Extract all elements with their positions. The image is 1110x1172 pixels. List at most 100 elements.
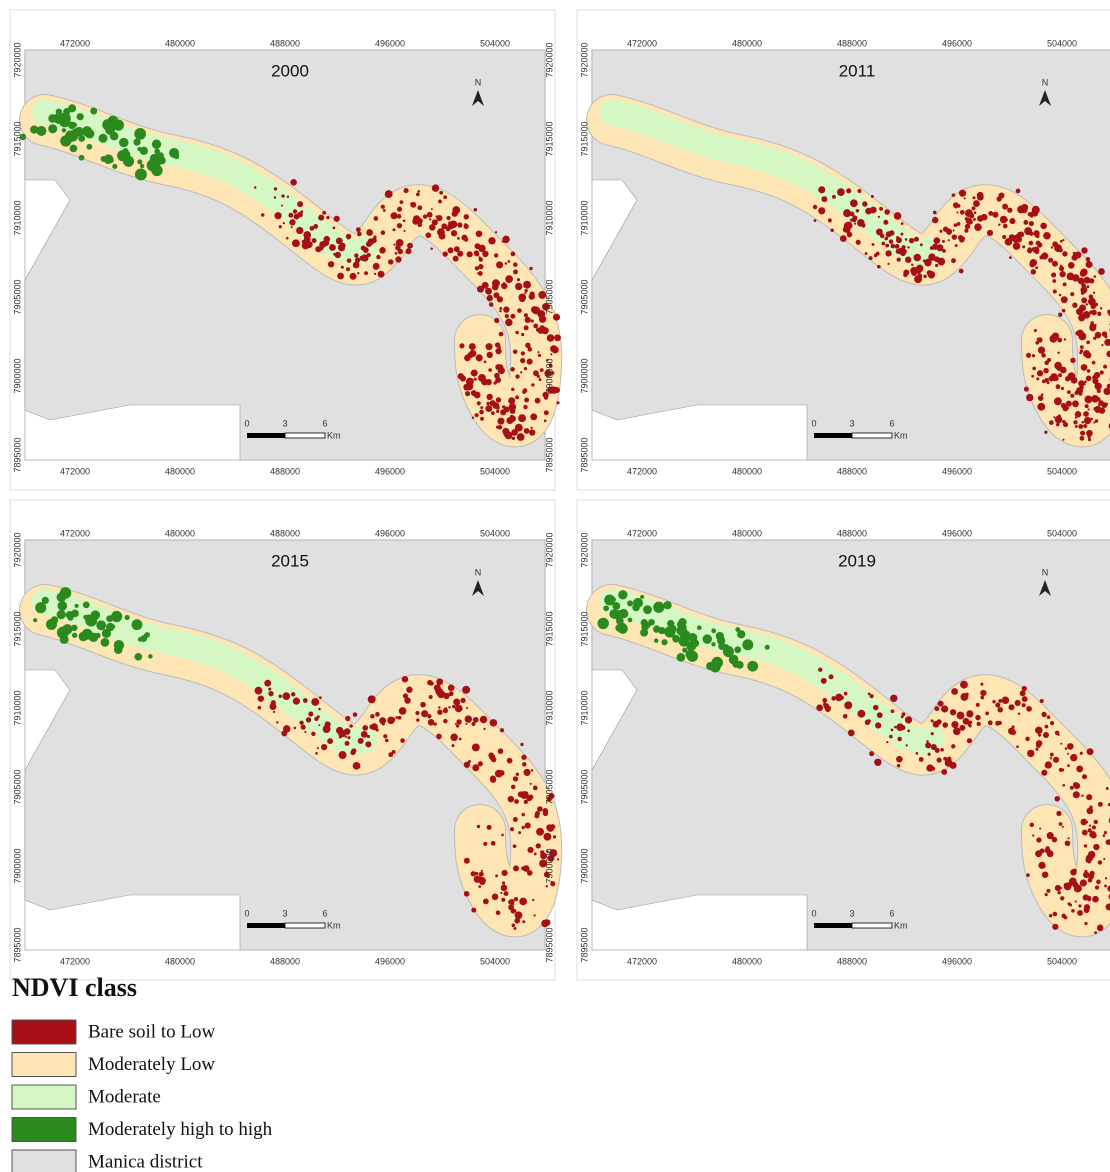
- bare-soil: [1085, 858, 1090, 863]
- bare-soil: [465, 382, 474, 391]
- scale-bar: [851, 922, 893, 929]
- bare-soil: [875, 228, 883, 236]
- bare-soil: [480, 416, 485, 421]
- bare-soil: [543, 410, 549, 416]
- bare-soil: [915, 752, 919, 755]
- bare-soil: [316, 715, 320, 719]
- bare-soil: [904, 716, 913, 724]
- bare-soil: [816, 704, 824, 712]
- bare-soil: [1023, 220, 1029, 225]
- bare-soil: [544, 919, 551, 926]
- high-veg: [137, 159, 143, 165]
- bare-soil: [842, 226, 849, 233]
- bare-soil: [497, 417, 505, 425]
- bare-soil: [548, 363, 553, 368]
- bare-soil: [835, 693, 843, 702]
- bare-soil: [371, 237, 377, 244]
- bare-soil: [926, 270, 933, 276]
- high-veg: [609, 609, 620, 619]
- x-tick-label: 504000: [480, 956, 510, 966]
- bare-soil: [527, 846, 534, 854]
- bare-soil: [364, 271, 368, 276]
- high-veg: [69, 144, 78, 153]
- high-veg: [616, 617, 624, 625]
- bare-soil: [1070, 292, 1075, 297]
- bare-soil: [282, 222, 285, 225]
- map-panel: 2019 472000 472000 480000 480000 488000 488000…: [576, 499, 1110, 981]
- bare-soil: [506, 757, 513, 764]
- bare-soil: [925, 742, 932, 749]
- bare-soil: [496, 425, 500, 429]
- bare-soil: [1084, 380, 1087, 384]
- bare-soil: [547, 854, 555, 862]
- bare-soil: [885, 252, 889, 256]
- bare-soil: [960, 236, 965, 241]
- bare-soil: [1068, 903, 1072, 907]
- bare-soil: [421, 710, 429, 718]
- bare-soil: [1086, 794, 1093, 801]
- high-veg: [110, 624, 116, 630]
- bare-soil: [1060, 886, 1063, 890]
- high-veg: [711, 642, 716, 647]
- bare-soil: [1087, 850, 1096, 859]
- high-veg: [157, 156, 166, 165]
- bare-soil: [1044, 847, 1051, 854]
- bare-soil: [309, 227, 313, 230]
- bare-soil: [1093, 407, 1097, 411]
- bare-soil: [531, 383, 535, 387]
- bare-soil: [831, 194, 836, 199]
- y-tick-label: 7895000: [579, 927, 589, 962]
- x-tick-label: 472000: [60, 956, 90, 966]
- legend-swatch: [11, 1019, 77, 1045]
- bare-soil: [866, 719, 871, 724]
- bare-soil: [1026, 393, 1034, 402]
- bare-soil: [1070, 357, 1076, 364]
- bare-soil: [447, 223, 454, 230]
- bare-soil: [1049, 420, 1054, 425]
- bare-soil: [839, 235, 847, 242]
- x-tick-label: 472000: [60, 38, 90, 48]
- high-veg: [48, 114, 57, 123]
- bare-soil: [914, 275, 922, 284]
- bare-soil: [1059, 264, 1063, 267]
- bare-soil: [1093, 371, 1101, 379]
- bare-soil: [494, 231, 498, 234]
- bare-soil: [901, 245, 906, 250]
- bare-soil: [545, 885, 549, 888]
- bare-soil: [1040, 393, 1044, 396]
- bare-soil: [319, 696, 322, 700]
- bare-soil: [1080, 818, 1088, 826]
- bare-soil: [870, 195, 874, 199]
- bare-soil: [884, 236, 889, 241]
- bare-soil: [521, 812, 525, 817]
- bare-soil: [1067, 262, 1075, 269]
- bare-soil: [1076, 765, 1084, 773]
- bare-soil: [417, 205, 423, 211]
- bare-soil: [436, 733, 442, 740]
- bare-soil: [438, 706, 441, 709]
- bare-soil: [501, 897, 506, 902]
- high-veg: [676, 653, 686, 662]
- bare-soil: [362, 247, 369, 253]
- bare-soil: [1096, 879, 1101, 885]
- bare-soil: [391, 749, 396, 754]
- bare-soil: [385, 738, 389, 743]
- y-tick-label: 7895000: [579, 437, 589, 472]
- bare-soil: [501, 282, 508, 290]
- bare-soil: [947, 239, 950, 242]
- y-tick-label: 7915000: [12, 121, 22, 156]
- bare-soil: [268, 691, 274, 697]
- bare-soil: [513, 269, 518, 275]
- bare-soil: [451, 744, 455, 748]
- bare-soil: [293, 213, 300, 220]
- scale-unit: Km: [327, 430, 341, 440]
- bare-soil: [1049, 721, 1055, 726]
- panel-title: 2019: [838, 551, 876, 570]
- bare-soil: [542, 303, 550, 311]
- bare-soil: [384, 190, 393, 199]
- bare-soil: [1012, 242, 1021, 250]
- scale-label: 0: [811, 908, 816, 918]
- bare-soil: [321, 744, 328, 751]
- high-veg: [48, 124, 58, 134]
- bare-soil: [976, 191, 984, 199]
